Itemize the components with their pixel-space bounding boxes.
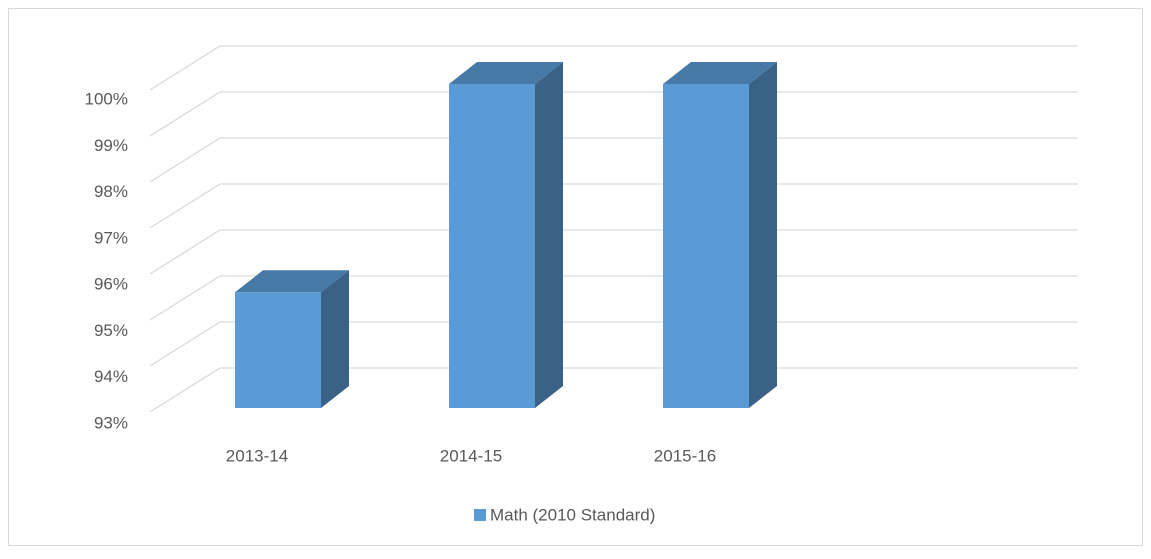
legend-swatch: [474, 509, 486, 521]
side-grid-line: [149, 367, 221, 413]
side-grid-line: [149, 321, 221, 367]
bar-top: [449, 62, 563, 84]
side-grid-line: [149, 229, 221, 275]
y-tick-label: 98%: [94, 182, 128, 201]
side-grid-line: [149, 137, 221, 183]
bar-front: [663, 84, 749, 408]
side-grid-line: [149, 183, 221, 229]
y-tick-label: 97%: [94, 228, 128, 247]
bar-side: [321, 270, 349, 408]
y-tick-label: 94%: [94, 367, 128, 386]
bar-top: [663, 62, 777, 84]
side-grid-line: [149, 275, 221, 321]
bar-front: [449, 84, 535, 408]
bar-side: [535, 62, 563, 408]
y-tick-label: 93%: [94, 413, 128, 432]
bar-side: [749, 62, 777, 408]
bar-top: [235, 270, 349, 293]
y-tick-label: 100%: [85, 89, 128, 108]
y-tick-label: 99%: [94, 136, 128, 155]
side-grid-line: [149, 45, 221, 91]
side-grid-line: [149, 91, 221, 137]
x-tick-label: 2013-14: [226, 446, 288, 465]
bar-front: [235, 292, 321, 408]
y-tick-label: 95%: [94, 321, 128, 340]
x-tick-label: 2015-16: [654, 446, 716, 465]
chart-border: [8, 8, 1143, 546]
legend-label: Math (2010 Standard): [490, 505, 655, 524]
y-tick-label: 96%: [94, 275, 128, 294]
x-tick-label: 2014-15: [440, 446, 502, 465]
